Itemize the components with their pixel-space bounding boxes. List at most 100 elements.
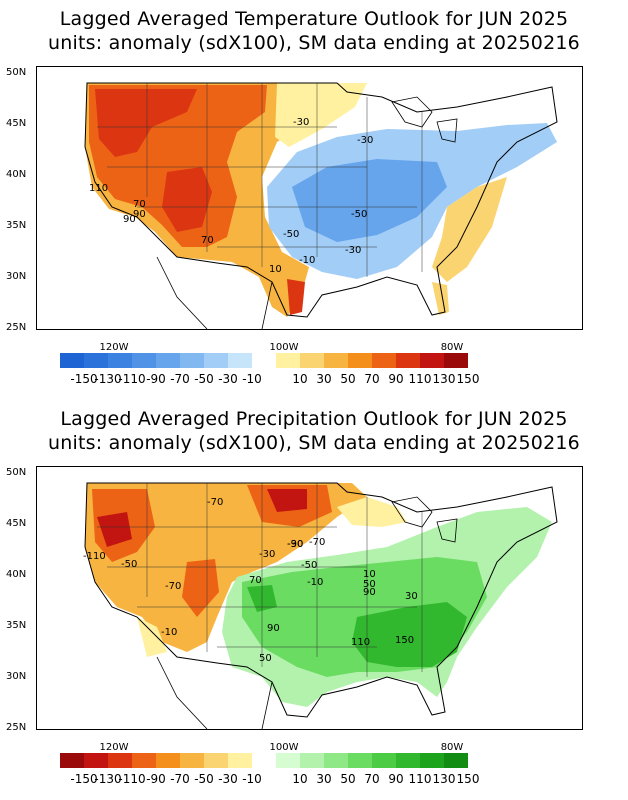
temp-colder-core (292, 159, 447, 242)
precipitation-colorbar-label: -130 (94, 772, 122, 786)
temperature-colorbar-label: -150 (70, 372, 98, 386)
temperature-colorbar-swatch (444, 353, 468, 368)
temperature-colorbar-label: 90 (388, 372, 404, 386)
temp-contour-label-8: -50 (351, 209, 367, 220)
temperature-colorbar-label: 70 (364, 372, 380, 386)
precipitation-colorbar-label: -150 (70, 772, 98, 786)
lat-label-50n-bottom: 50N (6, 467, 27, 478)
temperature-colorbar-gap (252, 353, 276, 368)
temperature-colorbar-label: 10 (292, 372, 308, 386)
state-borders-bottom (97, 483, 423, 677)
lat-label-25n: 25N (6, 322, 27, 333)
temp-contour-label-4: 90 (123, 214, 136, 225)
precipitation-colorbar-label: 130 (432, 772, 456, 786)
lat-label-35n-bottom: 35N (6, 620, 27, 631)
precipitation-colorbar-swatch (396, 753, 420, 768)
prec-contour-label-7: -30 (287, 539, 303, 550)
prec-contour-label-12: 70 (249, 575, 262, 586)
temp-contour-label-1: 110 (89, 183, 108, 194)
precipitation-title-line2: units: anomaly (sdX100), SM data ending … (48, 432, 580, 454)
temperature-colorbar-swatch (324, 353, 348, 368)
precipitation-colorbar-label: 10 (292, 772, 308, 786)
lat-label-40n-bottom: 40N (6, 569, 27, 580)
precipitation-colorbar-label: -70 (170, 772, 190, 786)
precipitation-colorbar-label: 50 (340, 772, 356, 786)
temperature-colorbar (60, 353, 468, 368)
precipitation-colorbar-swatch (228, 753, 252, 768)
precipitation-colorbar-label: 150 (456, 772, 480, 786)
precipitation-colorbar-swatch (420, 753, 444, 768)
temperature-colorbar-swatch (108, 353, 132, 368)
prec-contour-label-15: 90 (363, 587, 376, 598)
precipitation-colorbar-label: -90 (146, 772, 166, 786)
temp-contour-label-3: 90 (133, 209, 146, 220)
temp-contour-label-6: -30 (293, 117, 309, 128)
lat-label-45n: 45N (6, 118, 27, 129)
great-lakes-bottom (391, 496, 458, 543)
precipitation-colorbar-swatch (324, 753, 348, 768)
prec-driest-core (97, 489, 307, 547)
lat-label-30n: 30N (6, 271, 27, 282)
prec-contour-label-5: -10 (161, 627, 177, 638)
lat-label-45n-bottom: 45N (6, 518, 27, 529)
temperature-colorbar-swatch (228, 353, 252, 368)
precipitation-colorbar-swatch (300, 753, 324, 768)
prec-contour-label-20: 50 (259, 653, 272, 664)
temperature-colorbar-label: 30 (316, 372, 332, 386)
temperature-title-line2: units: anomaly (sdX100), SM data ending … (48, 32, 580, 54)
temperature-title-line1: Lagged Averaged Temperature Outlook for … (59, 8, 569, 30)
temp-contour-label-10: -30 (345, 245, 361, 256)
precipitation-colorbar-swatch (60, 753, 84, 768)
lon-label-120w: 120W (99, 342, 129, 353)
prec-contour-label-6: -30 (259, 549, 275, 560)
temperature-colorbar-swatch (60, 353, 84, 368)
precipitation-title-line1: Lagged Averaged Precipitation Outlook fo… (60, 408, 568, 430)
precipitation-colorbar-swatch (276, 753, 300, 768)
precipitation-colorbar-swatch (108, 753, 132, 768)
temp-hottest-core (95, 89, 212, 232)
prec-pale-dry (137, 497, 407, 657)
temperature-colorbar-swatch (276, 353, 300, 368)
mexico-outline (156, 256, 273, 329)
temp-contour-label-9: -50 (283, 229, 299, 240)
precipitation-colorbar-label: 30 (316, 772, 332, 786)
mexico-outline-bottom (156, 656, 273, 729)
temperature-map: 110 70 90 90 70 -30 -30 -50 -50 -30 -10 … (36, 66, 583, 330)
prec-contour-label-17: 90 (267, 623, 280, 634)
precipitation-colorbar-label: 70 (364, 772, 380, 786)
temp-contour-label-5: 70 (201, 235, 214, 246)
lon-label-80w-bottom: 80W (440, 742, 464, 753)
temperature-colorbar-swatch (180, 353, 204, 368)
prec-contour-label-14: 50 (363, 579, 376, 590)
prec-contour-label-3: -50 (121, 559, 137, 570)
precipitation-colorbar-swatch (156, 753, 180, 768)
prec-contour-label-2: -110 (83, 551, 106, 562)
temperature-colorbar-swatch (156, 353, 180, 368)
precipitation-colorbar (60, 753, 468, 768)
precipitation-colorbar-swatch (348, 753, 372, 768)
temp-contour-label-2: 70 (133, 199, 146, 210)
lon-label-120w-bottom: 120W (99, 742, 129, 753)
precipitation-colorbar-swatch (372, 753, 396, 768)
lon-label-80w: 80W (440, 342, 464, 353)
precipitation-colorbar-labels: -150 -130 -110 -90 -70 -50 -30 -10 10 30 50 70 90 110… (60, 772, 560, 786)
temperature-colorbar-label: 150 (456, 372, 480, 386)
state-borders (97, 83, 423, 277)
temp-pale-band (275, 83, 367, 147)
precipitation-colorbar-swatch (204, 753, 228, 768)
precipitation-colorbar-gap (252, 753, 276, 768)
temp-florida-warm (432, 282, 449, 315)
lat-label-35n: 35N (6, 220, 27, 231)
precipitation-colorbar-label: 110 (408, 772, 432, 786)
temperature-colorbar-swatch (420, 353, 444, 368)
prec-contour-label-1: -70 (207, 497, 223, 508)
temperature-colorbar-label: -90 (146, 372, 166, 386)
precipitation-colorbar-label: -10 (242, 772, 262, 786)
temp-contour-label-7: -30 (357, 135, 373, 146)
lon-label-100w-bottom: 100W (269, 742, 299, 753)
precipitation-colorbar-label: 90 (388, 772, 404, 786)
temperature-colorbar-label: -50 (194, 372, 214, 386)
temperature-colorbar-swatch (84, 353, 108, 368)
prec-wettest-core (247, 585, 467, 667)
prec-contour-label-11: -10 (307, 577, 323, 588)
